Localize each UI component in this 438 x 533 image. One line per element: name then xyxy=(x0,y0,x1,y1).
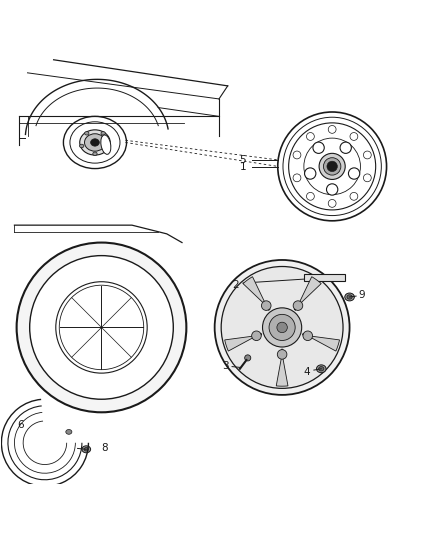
Circle shape xyxy=(221,266,343,389)
Ellipse shape xyxy=(82,446,91,453)
Circle shape xyxy=(30,256,173,399)
Circle shape xyxy=(262,308,302,347)
Polygon shape xyxy=(276,349,288,386)
Circle shape xyxy=(304,168,316,179)
Circle shape xyxy=(326,184,338,195)
Circle shape xyxy=(307,133,314,140)
Circle shape xyxy=(323,158,341,175)
Circle shape xyxy=(327,161,337,172)
Ellipse shape xyxy=(101,135,111,155)
Ellipse shape xyxy=(85,134,106,151)
Text: 8: 8 xyxy=(102,443,108,454)
Circle shape xyxy=(313,142,324,154)
Ellipse shape xyxy=(85,132,89,135)
Circle shape xyxy=(328,199,336,207)
Circle shape xyxy=(340,142,351,154)
Circle shape xyxy=(350,192,358,200)
Polygon shape xyxy=(303,333,339,351)
Circle shape xyxy=(349,168,360,179)
Ellipse shape xyxy=(317,365,326,373)
Circle shape xyxy=(215,260,350,395)
Polygon shape xyxy=(225,333,261,351)
Circle shape xyxy=(252,331,261,341)
Circle shape xyxy=(277,350,287,359)
Text: 6: 6 xyxy=(18,421,24,430)
Circle shape xyxy=(245,355,251,361)
Ellipse shape xyxy=(80,144,84,148)
Bar xyxy=(304,274,345,281)
Text: 9: 9 xyxy=(358,290,365,300)
Circle shape xyxy=(56,282,147,373)
Ellipse shape xyxy=(66,430,72,434)
Circle shape xyxy=(17,243,186,413)
Ellipse shape xyxy=(80,130,110,155)
Circle shape xyxy=(350,133,358,140)
Ellipse shape xyxy=(106,144,110,148)
Text: 3: 3 xyxy=(223,361,229,371)
Circle shape xyxy=(293,174,301,182)
Circle shape xyxy=(277,322,287,333)
Text: 4: 4 xyxy=(304,367,310,377)
Ellipse shape xyxy=(345,293,354,301)
Circle shape xyxy=(303,331,313,341)
Ellipse shape xyxy=(93,152,97,156)
Circle shape xyxy=(261,301,271,310)
Ellipse shape xyxy=(319,367,324,371)
Ellipse shape xyxy=(347,295,352,299)
Circle shape xyxy=(307,192,314,200)
Circle shape xyxy=(293,151,301,159)
Text: 2: 2 xyxy=(232,280,239,290)
Text: 1: 1 xyxy=(240,162,246,172)
Circle shape xyxy=(364,174,371,182)
Ellipse shape xyxy=(84,448,88,451)
Circle shape xyxy=(364,151,371,159)
Ellipse shape xyxy=(101,132,105,135)
Polygon shape xyxy=(243,277,270,310)
Circle shape xyxy=(328,125,336,133)
Circle shape xyxy=(319,154,345,180)
Circle shape xyxy=(269,314,295,341)
Ellipse shape xyxy=(91,139,99,146)
Text: 5: 5 xyxy=(240,155,246,165)
Circle shape xyxy=(293,301,303,310)
Polygon shape xyxy=(294,277,321,310)
